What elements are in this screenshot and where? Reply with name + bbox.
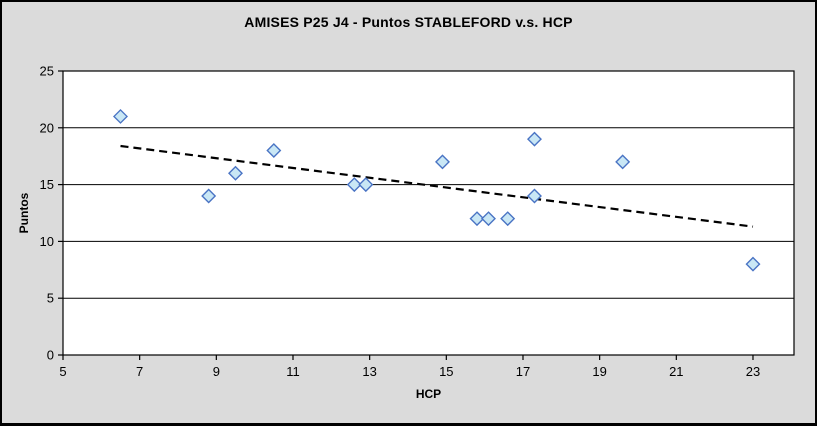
data-point-marker [615, 154, 631, 170]
x-axis-tick-label: 21 [669, 364, 683, 379]
x-axis-title: HCP [415, 387, 442, 401]
y-axis-tick-label: 25 [40, 64, 54, 79]
x-axis-tick-label: 19 [592, 364, 606, 379]
data-point-marker [500, 211, 516, 227]
data-point-marker [228, 165, 243, 181]
data-point-marker [526, 188, 542, 204]
data-point-marker [435, 154, 450, 170]
data-point-marker [526, 131, 542, 147]
chart-title: AMISES P25 J4 - Puntos STABLEFORD v.s. H… [244, 14, 573, 30]
data-point-marker [481, 211, 496, 227]
y-axis-tick-label: 20 [40, 120, 54, 135]
x-axis-tick-label: 17 [516, 364, 530, 379]
data-point-marker [201, 188, 217, 204]
data-point-marker [358, 177, 374, 193]
plot-area [62, 70, 795, 356]
y-axis-tick-label: 15 [40, 177, 54, 192]
y-axis-title: Puntos [17, 192, 31, 234]
x-axis-tick-label: 7 [136, 364, 143, 379]
x-axis-tick-label: 15 [439, 364, 453, 379]
y-axis-tick-label: 10 [40, 234, 54, 249]
data-point-marker [266, 143, 282, 159]
x-axis-tick-label: 5 [59, 364, 66, 379]
data-point-marker [469, 211, 485, 227]
x-axis-tick-label: 13 [362, 364, 376, 379]
y-axis-tick-label: 5 [47, 291, 54, 306]
trendline [120, 144, 754, 228]
x-axis-tick-label: 23 [746, 364, 760, 379]
data-point-marker [346, 177, 362, 193]
y-axis-tick-label: 0 [47, 348, 54, 363]
data-point-marker [113, 108, 128, 124]
x-axis-tick-label: 11 [286, 364, 300, 379]
x-axis-tick-label: 9 [213, 364, 220, 379]
data-point-marker [745, 256, 761, 272]
